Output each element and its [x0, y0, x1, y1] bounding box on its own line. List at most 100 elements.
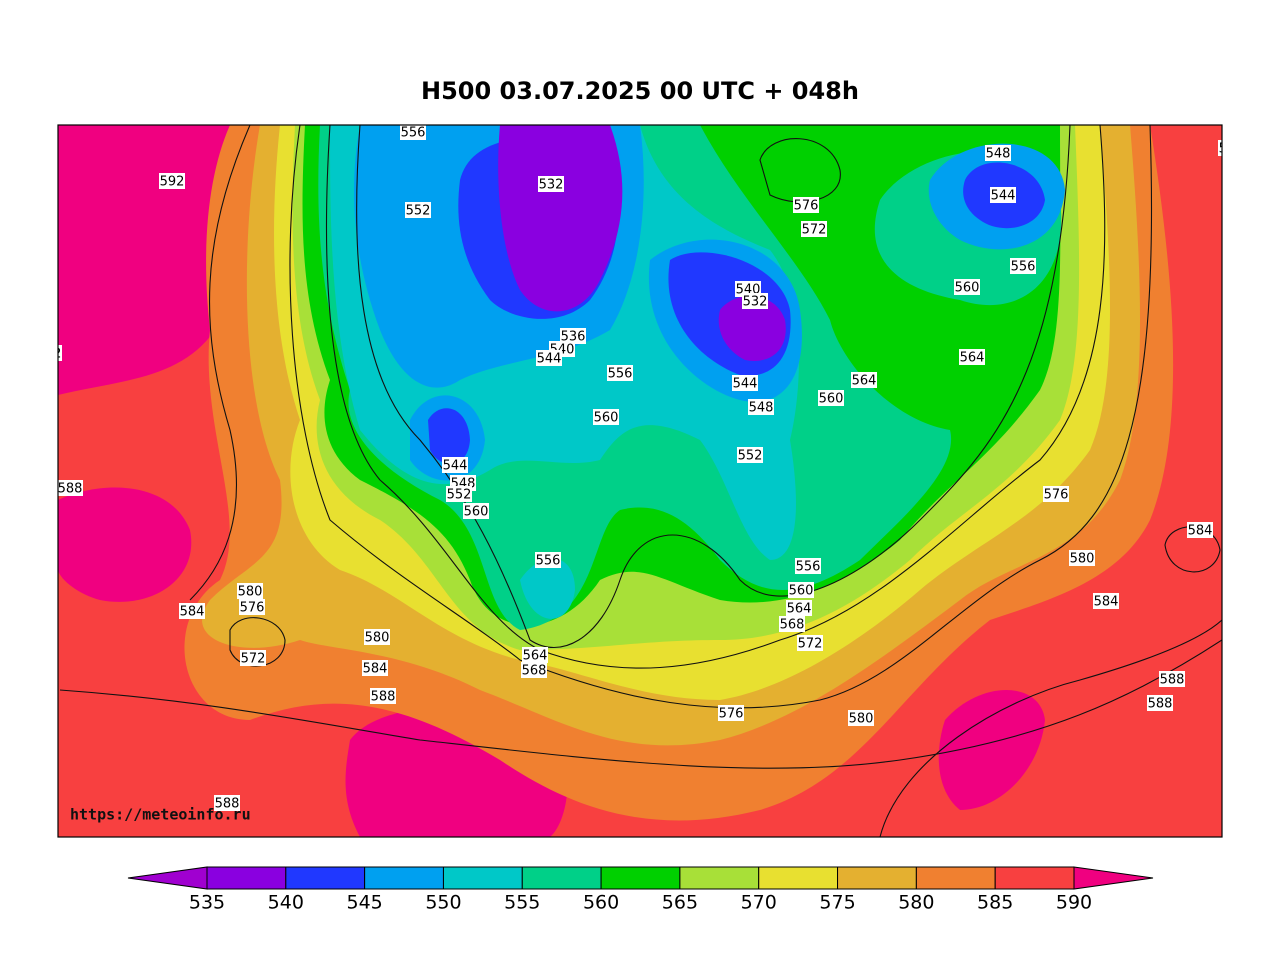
label-box — [985, 145, 1011, 161]
field-region — [520, 558, 575, 619]
label-box — [364, 629, 390, 645]
contour-label: 564 — [787, 602, 812, 617]
colorbar-box — [521, 866, 602, 890]
contour-label: 560 — [464, 505, 489, 520]
field-region — [428, 408, 470, 464]
colorbar-box — [679, 866, 760, 890]
contour-label: 560 — [819, 392, 844, 407]
contour-label: 564 — [960, 351, 985, 366]
contour-label: 588 — [58, 482, 83, 497]
contour-label: 584 — [1188, 524, 1213, 539]
colorbar-over — [1073, 866, 1154, 890]
map-frame — [57, 124, 1223, 838]
label-box — [370, 688, 396, 704]
contour-label: 580 — [849, 712, 874, 727]
label-box — [179, 603, 205, 619]
label-box — [788, 582, 814, 598]
field-region — [718, 296, 786, 361]
label-box — [786, 600, 812, 616]
label-box — [1093, 593, 1119, 609]
colorbar-tick-label: 575 — [819, 892, 855, 914]
colorbar-tick-label: 565 — [662, 892, 698, 914]
label-box — [797, 635, 823, 651]
label-box — [535, 552, 561, 568]
label-box — [990, 187, 1016, 203]
contour-label: 572 — [798, 637, 823, 652]
contour-label: 556 — [796, 560, 821, 575]
label-box — [239, 599, 265, 615]
label-box — [742, 293, 768, 309]
contour-label: 584 — [180, 605, 205, 620]
contour-label: 576 — [794, 199, 819, 214]
label-box — [1147, 695, 1173, 711]
label-box — [1010, 258, 1036, 274]
label-box — [795, 558, 821, 574]
contour-label: 544 — [443, 459, 468, 474]
contour-label: 588 — [215, 797, 240, 812]
contour-label: 552 — [406, 204, 431, 219]
contour-label: 560 — [789, 584, 814, 599]
label-box — [848, 710, 874, 726]
label-box — [748, 399, 774, 415]
label-box — [237, 583, 263, 599]
contour-label: 576 — [240, 601, 265, 616]
label-box — [851, 372, 877, 388]
colorbar-box — [285, 866, 366, 890]
colorbar-box — [206, 866, 287, 890]
contour-label: 548 — [749, 401, 774, 416]
label-box — [58, 480, 83, 496]
contour-lines — [59, 125, 1222, 837]
contour-label: 568 — [522, 664, 547, 679]
colorbar-box — [837, 866, 917, 890]
label-box — [593, 409, 619, 425]
label-box — [779, 616, 805, 632]
label-box — [1159, 671, 1185, 687]
colorbar-tick-label: 535 — [189, 892, 225, 914]
contour-label: 556 — [536, 554, 561, 569]
label-box — [793, 197, 819, 213]
label-box — [522, 647, 548, 663]
colorbar-box — [994, 866, 1075, 890]
contour-label: 592 — [37, 347, 62, 362]
label-box — [818, 390, 844, 406]
map — [58, 125, 1222, 837]
field-region — [938, 690, 1045, 810]
field-region — [498, 125, 623, 312]
contour-label: 580 — [365, 631, 390, 646]
label-box — [362, 660, 388, 676]
label-box — [732, 375, 758, 391]
contour-label: 576 — [719, 707, 744, 722]
colorbar-tick-label: 560 — [583, 892, 619, 914]
contour-label: 544 — [991, 189, 1016, 204]
label-box — [607, 365, 633, 381]
label-box — [446, 486, 472, 502]
contour-label: 544 — [537, 352, 562, 367]
contour-label: 584 — [363, 662, 388, 677]
label-box — [240, 650, 266, 666]
contour-label: 532 — [539, 178, 564, 193]
colorbar-box — [600, 866, 681, 890]
contour-label: 544 — [733, 377, 758, 392]
colorbar-under — [127, 866, 208, 890]
label-box — [58, 345, 62, 361]
map-title: H500 03.07.2025 00 UTC + 048h — [421, 77, 859, 105]
label-box — [737, 447, 763, 463]
watermark: https://meteoinfo.ru — [70, 806, 251, 824]
label-box — [536, 350, 562, 366]
contour-labels: 5565925525325765725485445565605405325365… — [37, 125, 1222, 812]
contour-label: 588 — [371, 690, 396, 705]
colorbar-tick-label: 570 — [741, 892, 777, 914]
colorbar-tick-label: 550 — [425, 892, 461, 914]
contour-label: 576 — [1044, 488, 1069, 503]
colorbar-box — [758, 866, 839, 890]
label-box — [442, 457, 468, 473]
contour-label: 580 — [1070, 552, 1095, 567]
contour-label: 560 — [955, 281, 980, 296]
label-box — [463, 503, 489, 519]
label-box — [405, 202, 431, 218]
colorbar-tick-label: 580 — [898, 892, 934, 914]
label-box — [400, 125, 426, 140]
label-box — [521, 662, 547, 678]
colorbar: 535 540 545 550 555 560 565 570 575 580 585 590 — [127, 866, 1154, 914]
